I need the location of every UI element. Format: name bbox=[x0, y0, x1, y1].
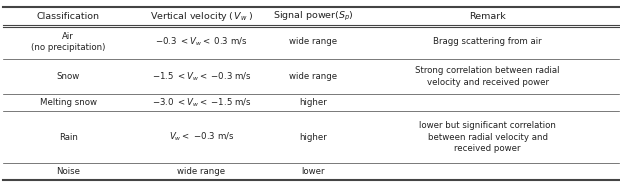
Text: higher: higher bbox=[299, 98, 327, 107]
Text: wide range: wide range bbox=[177, 167, 226, 176]
Text: Noise: Noise bbox=[56, 167, 80, 176]
Text: lower: lower bbox=[301, 167, 325, 176]
Text: Strong correlation between radial
velocity and received power: Strong correlation between radial veloci… bbox=[415, 66, 560, 87]
Text: Melting snow: Melting snow bbox=[40, 98, 97, 107]
Text: wide range: wide range bbox=[289, 72, 337, 81]
Text: Bragg scattering from air: Bragg scattering from air bbox=[433, 38, 542, 46]
Text: Air
(no precipitation): Air (no precipitation) bbox=[31, 32, 105, 52]
Text: Classification: Classification bbox=[37, 12, 100, 20]
Text: higher: higher bbox=[299, 133, 327, 141]
Text: Remark: Remark bbox=[469, 12, 506, 20]
Text: $-$0.3 $< V_w <$ 0.3 m/s: $-$0.3 $< V_w <$ 0.3 m/s bbox=[155, 36, 248, 48]
Text: lower but significant correlation
between radial velocity and
received power: lower but significant correlation betwee… bbox=[419, 121, 556, 153]
Text: Snow: Snow bbox=[56, 72, 80, 81]
Text: Rain: Rain bbox=[59, 133, 78, 141]
Text: wide range: wide range bbox=[289, 38, 337, 46]
Text: $V_w <$ $-$0.3 m/s: $V_w <$ $-$0.3 m/s bbox=[169, 131, 234, 143]
Text: Signal power($S_p$): Signal power($S_p$) bbox=[273, 9, 353, 23]
Text: Vertical velocity ( $V_w$ ): Vertical velocity ( $V_w$ ) bbox=[150, 10, 253, 22]
Text: $-$1.5 $< V_w <$ $-$0.3 m/s: $-$1.5 $< V_w <$ $-$0.3 m/s bbox=[152, 70, 251, 83]
Text: $-$3.0 $< V_w <$ $-$1.5 m/s: $-$3.0 $< V_w <$ $-$1.5 m/s bbox=[152, 96, 251, 109]
